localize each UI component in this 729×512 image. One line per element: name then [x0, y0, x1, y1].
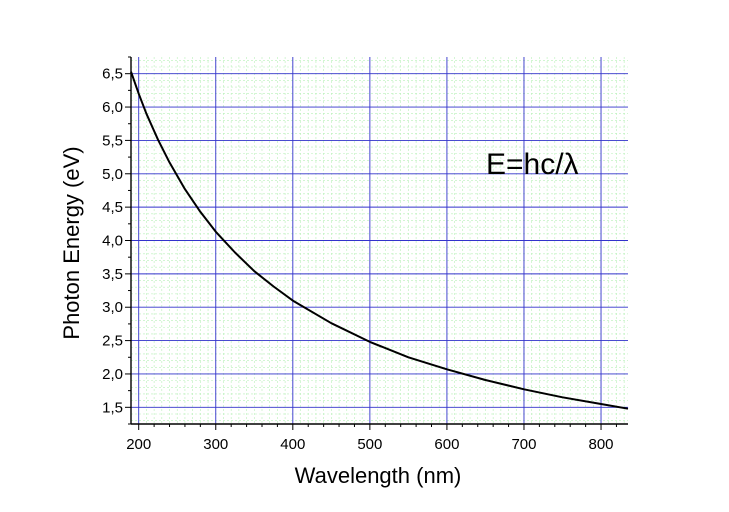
y-tick-label: 6,0 [102, 99, 123, 116]
y-axis-title: Photon Energy (eV) [59, 146, 84, 339]
y-tick-label: 6,5 [102, 66, 123, 83]
y-tick-label: 4,5 [102, 199, 123, 216]
y-tick-label: 2,5 [102, 333, 123, 350]
y-tick-label: 3,0 [102, 299, 123, 316]
formula-annotation: E=hc/λ [486, 148, 579, 181]
x-tick-label: 200 [126, 436, 151, 453]
x-tick-label: 300 [203, 436, 228, 453]
x-tick-label: 500 [357, 436, 382, 453]
y-tick-label: 5,5 [102, 132, 123, 149]
series-line [130, 71, 629, 410]
major-grid [131, 57, 628, 424]
series-group [130, 71, 629, 410]
y-tick-label: 2,0 [102, 366, 123, 383]
y-tick-label: 5,0 [102, 166, 123, 183]
x-axis-ticks: 200 300 400 500 600 700 800 [126, 424, 617, 453]
y-tick-label: 4,0 [102, 233, 123, 250]
y-axis-ticks: 1,5 2,0 2,5 3,0 3,5 4,0 4,5 5,0 5,5 6,0 6,5 [102, 56, 131, 425]
minor-grid [130, 57, 628, 424]
x-tick-label: 400 [280, 436, 305, 453]
x-tick-label: 800 [589, 436, 614, 453]
x-tick-label: 700 [511, 436, 536, 453]
y-tick-label: 3,5 [102, 266, 123, 283]
x-tick-label: 600 [434, 436, 459, 453]
y-tick-label: 1,5 [102, 399, 123, 416]
x-axis-title: Wavelength (nm) [295, 463, 462, 488]
